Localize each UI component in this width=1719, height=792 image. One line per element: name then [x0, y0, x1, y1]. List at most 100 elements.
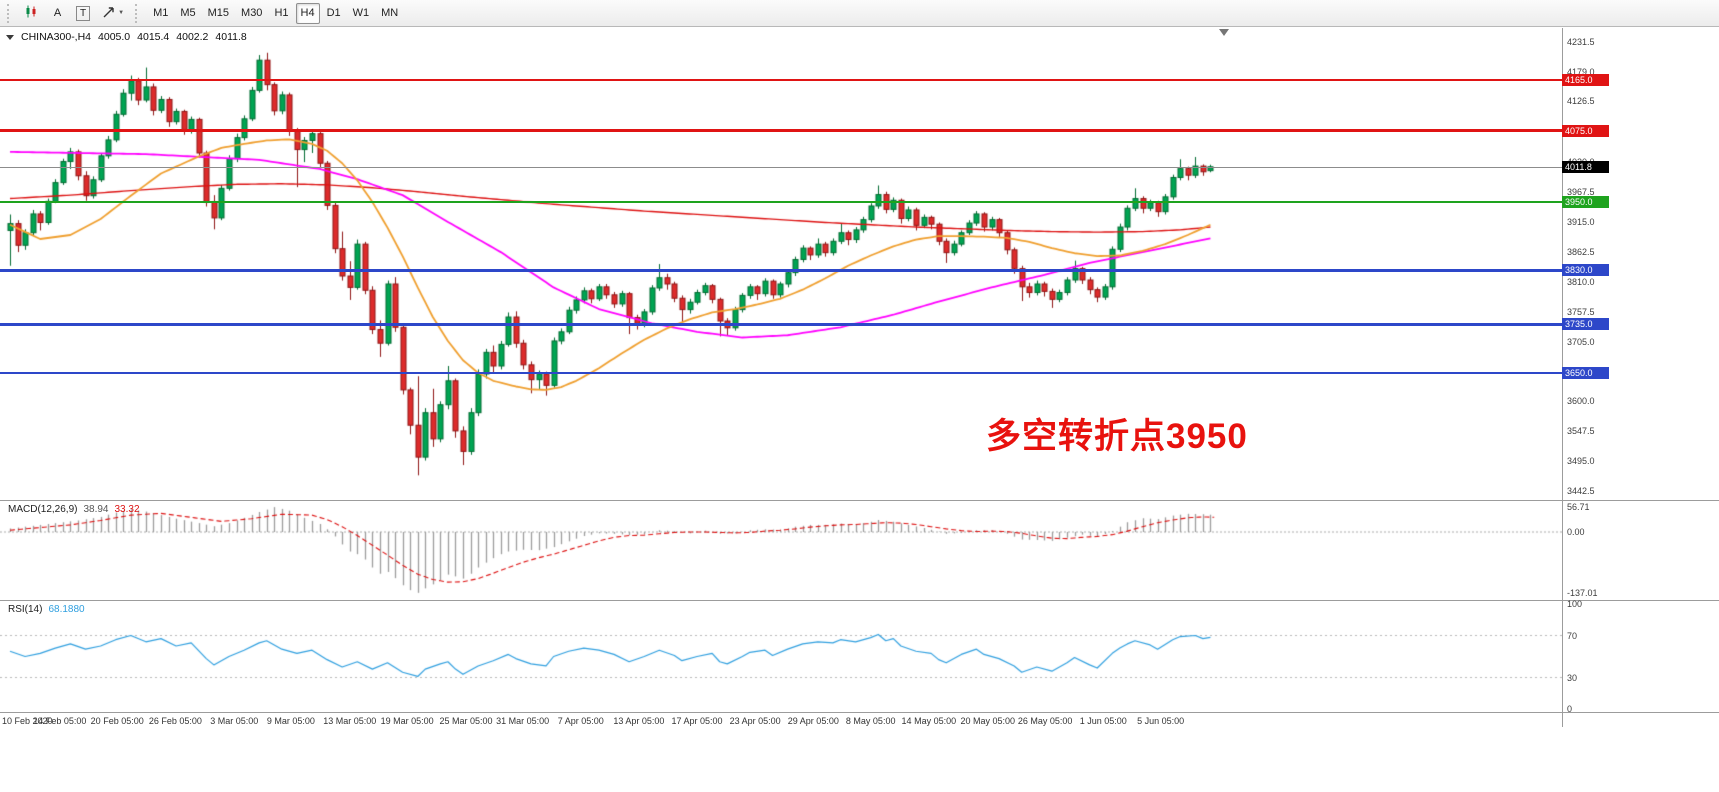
- timeframe-button-m15[interactable]: M15: [203, 3, 234, 24]
- time-axis-label: 19 Mar 05:00: [380, 716, 434, 726]
- time-axis-label: 14 May 05:00: [901, 716, 957, 726]
- dropdown-caret-icon: ▼: [118, 10, 125, 16]
- time-axis-label: 20 Feb 05:00: [90, 716, 144, 726]
- time-axis-label: 1 Jun 05:00: [1079, 716, 1127, 726]
- time-axis-label: 10 Feb 2020: [2, 716, 53, 726]
- macd-scale-label: 56.71: [1567, 502, 1590, 512]
- macd-name: MACD(12,26,9): [8, 504, 78, 515]
- timeframe-button-h1[interactable]: H1: [269, 3, 293, 24]
- time-axis-label: 5 Jun 05:00: [1137, 716, 1185, 726]
- main-chart-canvas[interactable]: [0, 28, 1562, 500]
- time-axis-label: 20 May 05:00: [960, 716, 1015, 726]
- time-axis[interactable]: 10 Feb 2020 14 Feb 05:00 20 Feb 05:00 26 Fe…: [0, 713, 1562, 728]
- main-toolbar: A T ▼ M1 M5 M15 M30 H1 H4 D1 W1 MN: [0, 0, 1719, 27]
- time-axis-label: 13 Mar 05:00: [323, 716, 377, 726]
- time-axis-label: 25 Mar 05:00: [439, 716, 493, 726]
- hline-3950.0[interactable]: [0, 200, 1562, 203]
- price-axis-tick-label: 4126.5: [1567, 96, 1595, 107]
- price-axis-tick-label: 3810.0: [1567, 276, 1595, 287]
- price-axis-tick-label: 3495.0: [1567, 456, 1595, 467]
- rsi-name: RSI(14): [8, 604, 43, 615]
- chart-shift-marker-icon[interactable]: [1219, 29, 1229, 36]
- rsi-scale-label: 70: [1567, 630, 1578, 641]
- current-price-badge: 4011.8: [1562, 160, 1609, 173]
- rsi-value: 68.1880: [48, 604, 85, 615]
- time-axis-label: 8 May 05:00: [845, 716, 896, 726]
- text-label-button[interactable]: T: [71, 3, 95, 24]
- macd-scale-label: -137.01: [1567, 587, 1598, 598]
- timeframe-button-w1[interactable]: W1: [348, 3, 375, 24]
- price-axis-tick-label: 3915.0: [1567, 216, 1595, 227]
- time-axis-label: 13 Apr 05:00: [613, 716, 665, 726]
- timeframe-button-m5[interactable]: M5: [175, 3, 200, 24]
- rsi-scale-label: 0: [1567, 704, 1573, 714]
- chart-style-tool-button[interactable]: [19, 3, 44, 24]
- price-axis-tick-label: 3757.5: [1567, 306, 1595, 317]
- current-price-line: [0, 166, 1562, 168]
- price-axis-tick-label: 4231.5: [1567, 36, 1595, 47]
- timeframe-toolbar: M1 M5 M15 M30 H1 H4 D1 W1 MN: [147, 2, 404, 24]
- arrow-tool-button[interactable]: ▼: [97, 3, 129, 24]
- letter-t-icon: T: [76, 5, 91, 21]
- symbol-title: CHINA300-,H4: [21, 31, 92, 43]
- time-axis-label: 23 Apr 05:00: [729, 716, 781, 726]
- price-axis-tick-label: 3967.5: [1567, 187, 1595, 197]
- hline-3830.0[interactable]: [0, 268, 1562, 272]
- rsi-scale-label: 100: [1567, 599, 1583, 609]
- price-level-badge-3650.0[interactable]: 3650.0: [1562, 366, 1609, 379]
- price-level-badge-3830.0[interactable]: 3830.0: [1562, 264, 1609, 277]
- ohlc-high: 4015.4: [137, 31, 170, 43]
- timeframe-button-m30[interactable]: M30: [236, 3, 267, 24]
- time-axis-label: 17 Apr 05:00: [671, 716, 723, 726]
- timeframe-button-h4[interactable]: H4: [295, 2, 320, 24]
- time-axis-label: 7 Apr 05:00: [557, 716, 604, 726]
- price-axis-tick-label: 3442.5: [1567, 486, 1595, 496]
- rsi-indicator-label: RSI(14) 68.1880: [8, 604, 85, 615]
- chart-annotation-text[interactable]: 多空转折点3950: [986, 417, 1248, 456]
- panel-divider-macd[interactable]: [0, 500, 1719, 501]
- time-axis-label: 26 May 05:00: [1017, 716, 1073, 726]
- panel-divider-timeaxis[interactable]: [0, 712, 1719, 713]
- macd-indicator-label: MACD(12,26,9) 38.94 33.32: [8, 504, 140, 515]
- price-axis-tick-label: 3547.5: [1567, 426, 1595, 437]
- price-axis-tick-label: 3600.0: [1567, 396, 1595, 407]
- macd-main-value: 38.94: [83, 504, 109, 515]
- time-axis-label: 14 Feb 05:00: [33, 716, 87, 726]
- price-axis-tick-label: 3862.5: [1567, 246, 1595, 257]
- time-axis-label: 9 Mar 05:00: [266, 716, 315, 726]
- price-axis[interactable]: 4231.54179.04126.54020.03967.53915.03862…: [1562, 0, 1719, 792]
- macd-panel-canvas[interactable]: [0, 501, 1562, 599]
- rsi-scale-label: 30: [1567, 672, 1578, 683]
- price-axis-tick-label: 4179.0: [1567, 66, 1595, 77]
- arrow-icon: [102, 5, 116, 22]
- rsi-panel-canvas[interactable]: [0, 601, 1562, 711]
- time-axis-label: 31 Mar 05:00: [496, 716, 550, 726]
- price-level-badge-3950.0[interactable]: 3950.0: [1562, 195, 1609, 208]
- toolbar-grip[interactable]: [135, 3, 141, 23]
- price-level-badge-3735.0[interactable]: 3735.0: [1562, 318, 1609, 331]
- macd-signal-value: 33.32: [114, 504, 140, 515]
- timeframe-button-m1[interactable]: M1: [148, 3, 173, 24]
- chart-symbol-header: CHINA300-,H4 4005.0 4015.4 4002.2 4011.8: [6, 31, 247, 43]
- ohlc-low: 4002.2: [176, 31, 209, 43]
- time-axis-label: 26 Feb 05:00: [148, 716, 202, 726]
- time-axis-label: 3 Mar 05:00: [210, 716, 259, 726]
- hline-4075.0[interactable]: [0, 129, 1562, 133]
- text-annotation-button[interactable]: A: [46, 3, 69, 24]
- hline-3650.0[interactable]: [0, 371, 1562, 374]
- hline-3735.0[interactable]: [0, 322, 1562, 326]
- price-axis-tick-label: 3705.0: [1567, 336, 1595, 347]
- ohlc-close: 4011.8: [215, 31, 247, 43]
- candlestick-chart-icon: [24, 4, 39, 22]
- toolbar-grip[interactable]: [7, 3, 13, 23]
- timeframe-button-mn[interactable]: MN: [376, 3, 403, 24]
- letter-a-icon: A: [53, 7, 62, 19]
- time-axis-label: 29 Apr 05:00: [787, 716, 839, 726]
- timeframe-button-d1[interactable]: D1: [322, 3, 346, 24]
- macd-scale-label: 0.00: [1567, 527, 1585, 537]
- hline-4165.0[interactable]: [0, 78, 1562, 81]
- price-level-badge-4165.0[interactable]: 4165.0: [1562, 73, 1609, 86]
- price-level-badge-4075.0[interactable]: 4075.0: [1562, 124, 1609, 137]
- expand-arrow-icon[interactable]: [6, 34, 14, 40]
- panel-divider-rsi[interactable]: [0, 600, 1719, 601]
